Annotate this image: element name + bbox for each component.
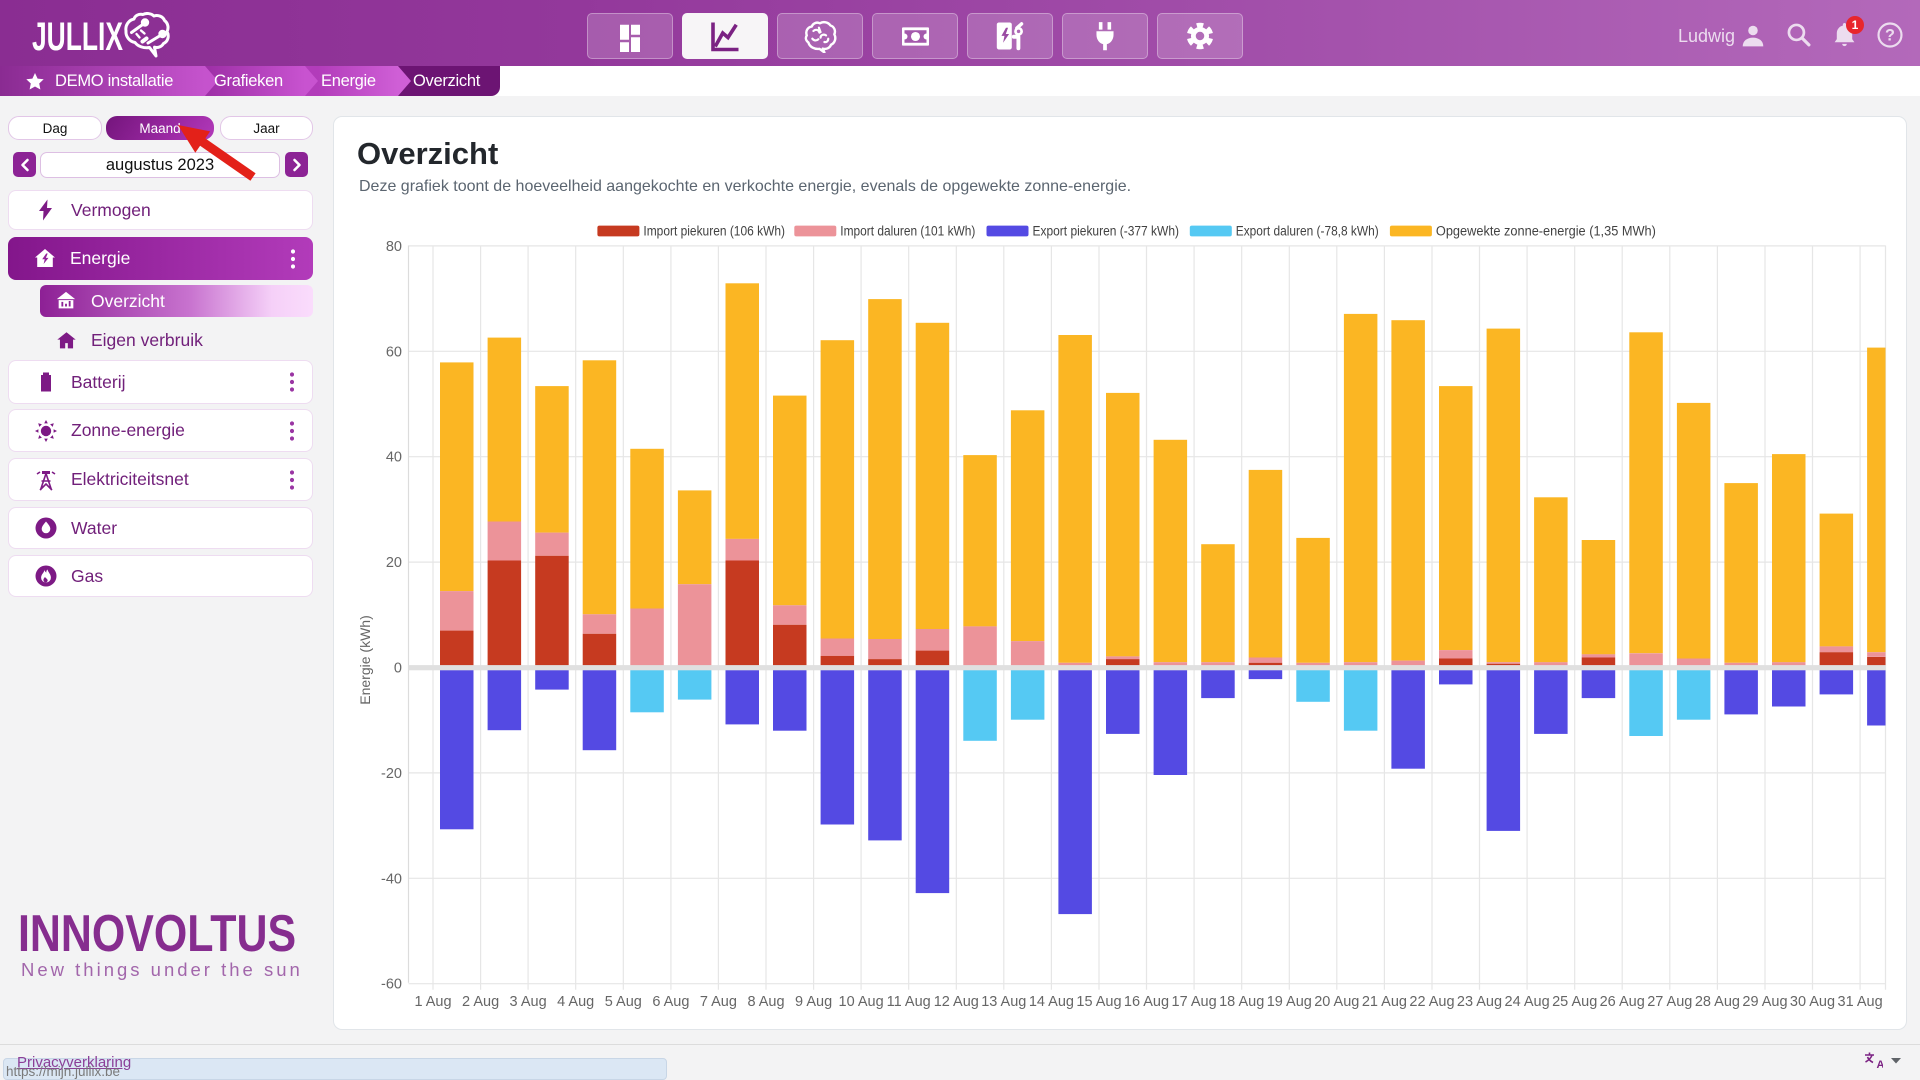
svg-text:Energie (kWh): Energie (kWh): [357, 615, 373, 704]
svg-text:2 Aug: 2 Aug: [462, 994, 499, 1010]
svg-text:25 Aug: 25 Aug: [1552, 994, 1597, 1010]
svg-text:11 Aug: 11 Aug: [887, 994, 931, 1010]
svg-text:-20: -20: [381, 766, 402, 782]
svg-text:0: 0: [394, 661, 402, 677]
svg-text:5 Aug: 5 Aug: [605, 994, 642, 1010]
svg-text:20: 20: [386, 555, 402, 571]
svg-text:23 Aug: 23 Aug: [1457, 994, 1502, 1010]
svg-text:4 Aug: 4 Aug: [557, 994, 594, 1010]
svg-text:13 Aug: 13 Aug: [981, 994, 1026, 1010]
svg-text:27 Aug: 27 Aug: [1647, 994, 1692, 1010]
svg-text:60: 60: [386, 344, 402, 360]
svg-text:10 Aug: 10 Aug: [839, 994, 884, 1010]
svg-text:Export daluren (-78,8 kWh): Export daluren (-78,8 kWh): [1236, 224, 1379, 239]
svg-text:22 Aug: 22 Aug: [1409, 994, 1454, 1010]
svg-text:Opgewekte zonne-energie (1,35: Opgewekte zonne-energie (1,35 MWh): [1436, 224, 1656, 239]
svg-text:29 Aug: 29 Aug: [1742, 994, 1787, 1010]
svg-text:30 Aug: 30 Aug: [1790, 994, 1835, 1010]
svg-text:9 Aug: 9 Aug: [795, 994, 832, 1010]
svg-text:6 Aug: 6 Aug: [652, 994, 689, 1010]
svg-text:16 Aug: 16 Aug: [1124, 994, 1169, 1010]
svg-text:3 Aug: 3 Aug: [510, 994, 547, 1010]
svg-text:1 Aug: 1 Aug: [414, 994, 451, 1010]
svg-text:19 Aug: 19 Aug: [1267, 994, 1312, 1010]
svg-text:20 Aug: 20 Aug: [1314, 994, 1359, 1010]
svg-text:Export piekuren (-377 kWh): Export piekuren (-377 kWh): [1033, 224, 1180, 239]
svg-text:31 Aug: 31 Aug: [1838, 994, 1883, 1010]
svg-text:18 Aug: 18 Aug: [1219, 994, 1264, 1010]
svg-text:40: 40: [386, 450, 402, 466]
svg-text:8 Aug: 8 Aug: [747, 994, 784, 1010]
svg-text:80: 80: [386, 239, 402, 255]
svg-text:-40: -40: [381, 871, 402, 887]
svg-text:A: A: [1877, 1059, 1884, 1070]
svg-text:28 Aug: 28 Aug: [1695, 994, 1740, 1010]
svg-text:26 Aug: 26 Aug: [1600, 994, 1645, 1010]
svg-text:12 Aug: 12 Aug: [934, 994, 979, 1010]
svg-text:?: ?: [1885, 27, 1895, 45]
svg-text:24 Aug: 24 Aug: [1505, 994, 1550, 1010]
svg-text:-60: -60: [381, 977, 402, 993]
svg-text:7 Aug: 7 Aug: [700, 994, 737, 1010]
svg-text:Import piekuren (106 kWh): Import piekuren (106 kWh): [643, 224, 785, 239]
svg-text:17 Aug: 17 Aug: [1172, 994, 1217, 1010]
svg-text:21 Aug: 21 Aug: [1362, 994, 1407, 1010]
svg-text:15 Aug: 15 Aug: [1076, 994, 1121, 1010]
svg-text:Import daluren (101 kWh): Import daluren (101 kWh): [840, 224, 975, 239]
svg-text:14 Aug: 14 Aug: [1029, 994, 1074, 1010]
